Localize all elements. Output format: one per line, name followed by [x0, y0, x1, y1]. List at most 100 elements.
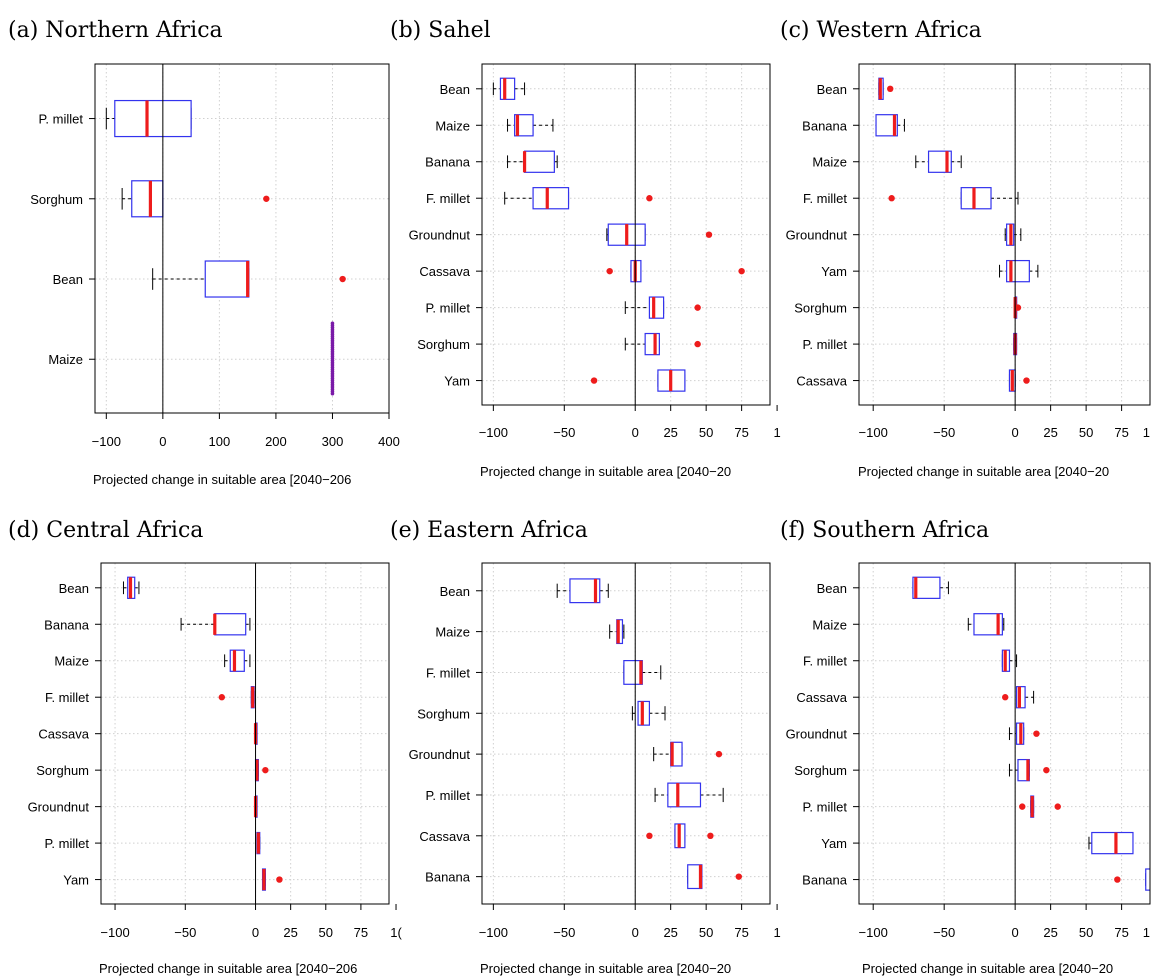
outlier-point: [1023, 377, 1030, 384]
plot-frame: [94, 63, 390, 414]
category-label: Cassava: [796, 374, 847, 389]
category-label: Yam: [821, 836, 847, 851]
box-maize: [507, 114, 554, 137]
category-label: F. millet: [45, 690, 89, 705]
box-groundnut: [1004, 223, 1022, 246]
box-p-millet: [105, 99, 192, 138]
iqr-box: [204, 260, 250, 298]
panel-title: (c) Western Africa: [780, 18, 982, 43]
x-tick-label: 25: [1043, 925, 1057, 940]
category-label: Sorghum: [30, 192, 83, 207]
outlier-point: [606, 267, 613, 275]
outlier-point: [263, 195, 270, 202]
box-maize: [609, 619, 625, 645]
category-label: P. millet: [425, 301, 470, 316]
category-label: Bean: [59, 581, 89, 596]
outlier-point: [735, 873, 742, 880]
x-tick-label: 0: [1012, 925, 1019, 940]
category-label: Cassava: [38, 727, 89, 742]
outlier-point: [1114, 876, 1121, 883]
x-tick-label: 0: [632, 925, 639, 940]
point: [330, 391, 335, 396]
box-banana: [875, 114, 905, 137]
box-bean: [556, 578, 609, 604]
outlier-point: [715, 750, 723, 758]
category-label: Cassava: [796, 690, 847, 705]
box-yam: [590, 369, 686, 392]
box-yam: [261, 868, 283, 891]
box-bean: [152, 260, 346, 298]
box-yam: [1088, 831, 1134, 855]
outlier-point: [1054, 803, 1061, 810]
x-tick-label: 25: [663, 425, 677, 440]
category-label: Yam: [444, 374, 470, 389]
category-label: Maize: [54, 654, 89, 669]
x-tick-label: 75: [734, 925, 748, 940]
outlier-point: [705, 231, 713, 238]
category-label: Bean: [53, 272, 83, 287]
outlier-point: [646, 195, 653, 202]
box-groundnut: [1008, 722, 1040, 745]
outlier-point: [1043, 766, 1050, 774]
x-tick-label: −50: [553, 925, 575, 940]
box-yam: [999, 259, 1039, 283]
category-label: P. millet: [38, 112, 83, 127]
iqr-box: [1091, 831, 1134, 855]
x-axis-label: Projected change in suitable area [2040−…: [93, 472, 351, 487]
x-tick-label: 25: [663, 925, 677, 940]
panel-title: (a) Northern Africa: [8, 18, 223, 43]
iqr-box: [875, 114, 898, 137]
box-maize: [915, 150, 962, 173]
x-tick-label: −100: [100, 925, 129, 940]
x-tick-label: 50: [699, 925, 713, 940]
outlier-point: [888, 195, 895, 202]
iqr-box: [569, 578, 601, 604]
box-groundnut: [606, 223, 713, 246]
panel-title: (e) Eastern Africa: [390, 518, 588, 543]
box-maize: [967, 613, 1005, 636]
box-bean: [878, 77, 894, 100]
iqr-box: [1145, 868, 1150, 891]
x-tick-label: −100: [479, 425, 508, 440]
iqr-box: [648, 296, 665, 319]
x-axis-label: Projected change in suitable area [2040−…: [480, 961, 731, 976]
plot-area: [95, 64, 389, 413]
category-label: Yam: [821, 264, 847, 279]
x-tick-label: 50: [319, 925, 333, 940]
category-label: Sorghum: [417, 706, 470, 721]
iqr-box: [532, 187, 570, 210]
box-bean: [912, 576, 949, 599]
outlier-point: [738, 267, 745, 275]
x-tick-label: 300: [322, 434, 344, 449]
outlier-point: [1033, 730, 1040, 737]
box-banana: [180, 613, 251, 636]
iqr-box: [214, 613, 247, 636]
category-label: Yam: [63, 873, 89, 888]
box-groundnut: [653, 741, 723, 767]
x-tick-label: 200: [265, 434, 287, 449]
box-f-millet: [504, 187, 653, 210]
x-tick-label: 75: [734, 425, 748, 440]
box-bean: [122, 576, 140, 599]
box-banana: [507, 150, 558, 173]
category-label: Banana: [425, 155, 471, 170]
iqr-box: [499, 77, 516, 100]
x-tick-label: −100: [92, 434, 121, 449]
iqr-box: [114, 99, 192, 138]
x-axis-label: Projected change in suitable area [2040−…: [858, 464, 1109, 479]
x-tick-label: 400: [378, 434, 400, 449]
x-tick-label: −100: [859, 925, 888, 940]
x-tick-label: −100: [859, 425, 888, 440]
x-tick-label: 1: [1143, 425, 1150, 440]
iqr-box: [523, 150, 555, 173]
category-label: Groundnut: [409, 228, 471, 243]
panel-central: (d) Central Africa Bean Banana Maize F. mill…: [8, 518, 402, 976]
x-tick-label: −50: [553, 425, 575, 440]
x-tick-label: 1: [1143, 925, 1150, 940]
box-banana: [1114, 868, 1150, 891]
x-tick-label: 75: [1114, 425, 1128, 440]
x-tick-label: 50: [699, 425, 713, 440]
box-sorghum: [1008, 758, 1050, 782]
panel-sahel: (b) Sahel Bean Maize Banana F. millet Groundn…: [390, 18, 781, 479]
